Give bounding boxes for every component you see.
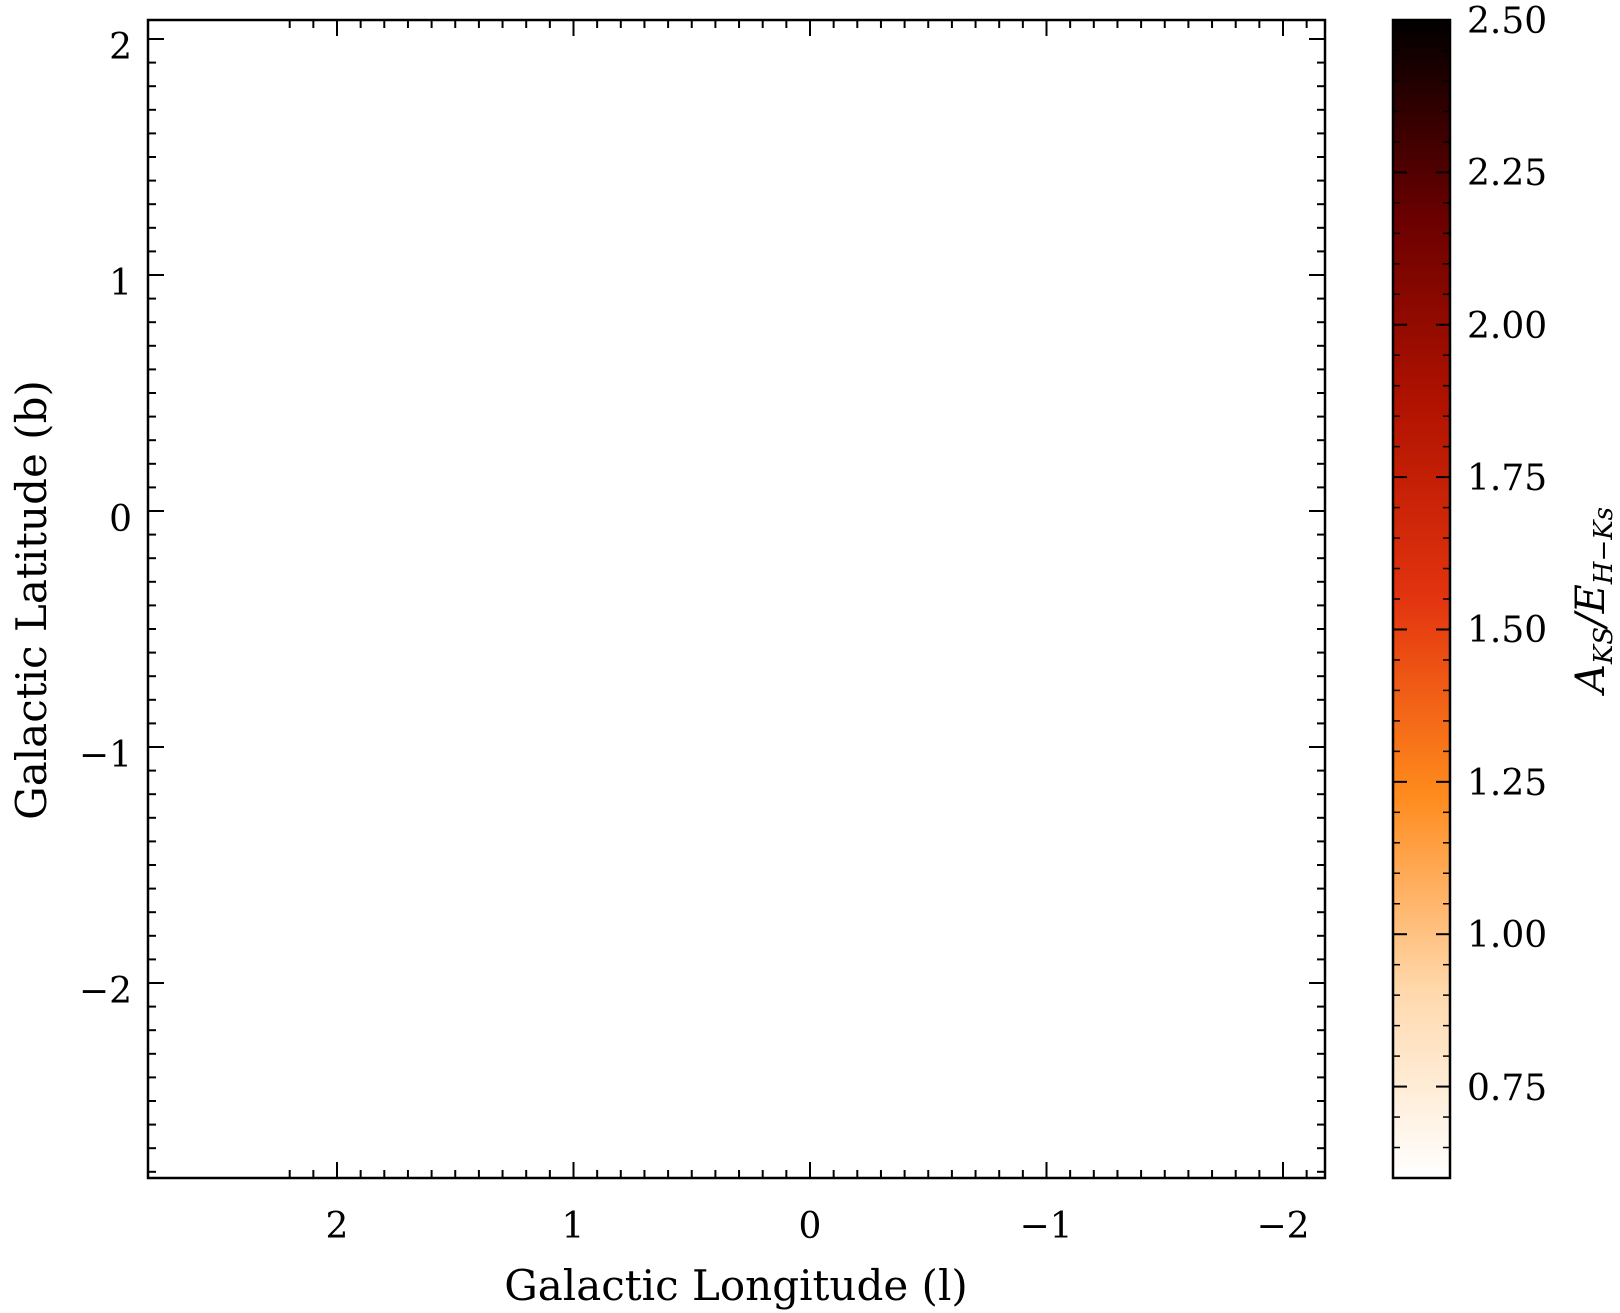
extinction-ratio-map-figure: 2 1 0 −1 −2 2 1 0 −1 −2 Galactic Longitu… xyxy=(7,1,1619,1310)
